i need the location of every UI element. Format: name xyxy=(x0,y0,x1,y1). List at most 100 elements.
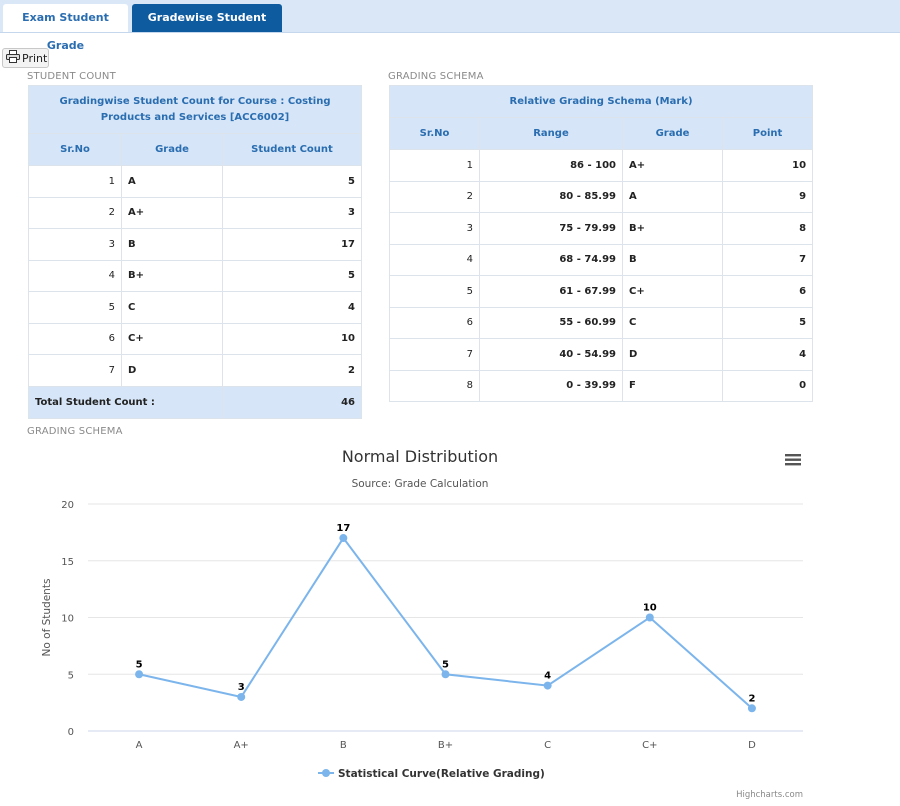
y-tick-label: 10 xyxy=(61,614,74,625)
total-row: Total Student Count : 46 xyxy=(28,385,363,419)
cell-range: 40 - 54.99 xyxy=(479,338,623,371)
cell-point: 9 xyxy=(721,180,814,213)
col-header-student-count: Student Count xyxy=(221,133,363,166)
y-tick-label: 5 xyxy=(68,670,74,681)
col-header-grade: Grade xyxy=(622,117,723,150)
data-point xyxy=(339,534,348,543)
cell-grade: D xyxy=(121,354,223,387)
cell-range: 80 - 85.99 xyxy=(479,180,623,213)
cell-srno: 2 xyxy=(28,196,122,229)
data-point xyxy=(441,670,450,679)
cell-count: 17 xyxy=(221,228,363,261)
cell-point: 7 xyxy=(721,243,814,276)
data-point xyxy=(645,613,654,622)
cell-point: 5 xyxy=(721,306,814,339)
cell-point: 8 xyxy=(721,212,814,245)
cell-range: 75 - 79.99 xyxy=(479,212,623,245)
table-row: 3 75 - 79.99 B+ 8 xyxy=(389,212,814,245)
col-header-range: Range xyxy=(479,117,623,150)
data-point xyxy=(135,670,144,679)
chart-legend[interactable]: Statistical Curve(Relative Grading) xyxy=(318,768,545,780)
col-header-srno: Sr.No xyxy=(28,133,122,166)
cell-grade: B xyxy=(622,243,723,276)
x-tick-label: A+ xyxy=(234,740,249,751)
cell-grade: C+ xyxy=(121,322,223,355)
print-button[interactable]: Print xyxy=(2,48,49,68)
normal-distribution-chart: Normal Distribution Source: Grade Calcul… xyxy=(0,440,900,802)
legend-marker xyxy=(322,769,330,777)
chart-section-label: GRADING SCHEMA xyxy=(27,426,123,437)
table-row: 7 40 - 54.99 D 4 xyxy=(389,338,814,371)
cell-srno: 5 xyxy=(28,291,122,324)
x-tick-label: C xyxy=(544,740,551,751)
table-row: 8 0 - 39.99 F 0 xyxy=(389,369,814,402)
tab-bar: Exam Student Grade Gradewise Student Cou… xyxy=(0,0,900,52)
cell-grade: C xyxy=(121,291,223,324)
col-header-point: Point xyxy=(721,117,814,150)
cell-srno: 1 xyxy=(28,165,122,198)
cell-count: 5 xyxy=(221,259,363,292)
student-count-table: Gradingwise Student Count for Course : C… xyxy=(27,85,363,419)
cell-srno: 3 xyxy=(389,212,480,245)
cell-grade: A+ xyxy=(121,196,223,229)
data-point xyxy=(543,681,552,690)
y-axis-label: No of Students xyxy=(41,579,53,657)
data-label: 5 xyxy=(442,659,449,670)
tab-gradewise-student-count[interactable]: Gradewise Student Count xyxy=(132,4,282,52)
hamburger-menu-icon[interactable] xyxy=(783,450,803,468)
cell-count: 3 xyxy=(221,196,363,229)
cell-count: 4 xyxy=(221,291,363,324)
table-row: 4 68 - 74.99 B 7 xyxy=(389,243,814,276)
cell-grade: A+ xyxy=(622,149,723,182)
print-label: Print xyxy=(22,51,48,65)
table-row: 1 86 - 100 A+ 10 xyxy=(389,149,814,182)
grading-schema-table-caption: Relative Grading Schema (Mark) xyxy=(388,85,814,118)
cell-point: 0 xyxy=(721,369,814,402)
cell-srno: 1 xyxy=(389,149,480,182)
cell-grade: D xyxy=(622,338,723,371)
table-row: 2 A+ 3 xyxy=(28,196,363,229)
data-label: 2 xyxy=(748,693,755,704)
data-label: 4 xyxy=(544,671,551,682)
table-row: 5 C 4 xyxy=(28,291,363,324)
cell-srno: 6 xyxy=(389,306,480,339)
cell-srno: 6 xyxy=(28,322,122,355)
table-row: 5 61 - 67.99 C+ 6 xyxy=(389,275,814,308)
cell-count: 2 xyxy=(221,354,363,387)
cell-grade: C+ xyxy=(622,275,723,308)
table-row: 1 A 5 xyxy=(28,165,363,198)
tab-exam-student-grade[interactable]: Exam Student Grade xyxy=(3,4,128,52)
data-point xyxy=(237,692,246,701)
cell-range: 0 - 39.99 xyxy=(479,369,623,402)
student-count-table-caption: Gradingwise Student Count for Course : C… xyxy=(27,85,363,134)
x-tick-label: A xyxy=(136,740,143,751)
cell-count: 5 xyxy=(221,165,363,198)
table-row: 2 80 - 85.99 A 9 xyxy=(389,180,814,213)
cell-srno: 4 xyxy=(389,243,480,276)
cell-range: 68 - 74.99 xyxy=(479,243,623,276)
table-row: 6 C+ 10 xyxy=(28,322,363,355)
table-row: 6 55 - 60.99 C 5 xyxy=(389,306,814,339)
y-tick-label: 15 xyxy=(61,557,74,568)
student-count-section-label: STUDENT COUNT xyxy=(27,71,116,82)
legend-label[interactable]: Statistical Curve(Relative Grading) xyxy=(338,768,545,780)
cell-grade: B+ xyxy=(121,259,223,292)
cell-srno: 3 xyxy=(28,228,122,261)
chart-series: 5 3 17 5 4 10 2 xyxy=(135,523,756,713)
cell-grade: B xyxy=(121,228,223,261)
cell-grade: A xyxy=(622,180,723,213)
x-axis-ticks: A A+ B B+ C C+ D xyxy=(136,740,756,751)
col-header-srno: Sr.No xyxy=(389,117,480,150)
cell-srno: 7 xyxy=(389,338,480,371)
cell-range: 55 - 60.99 xyxy=(479,306,623,339)
y-tick-label: 0 xyxy=(68,727,74,738)
table-row: 3 B 17 xyxy=(28,228,363,261)
data-point xyxy=(747,704,756,713)
cell-srno: 5 xyxy=(389,275,480,308)
data-label: 3 xyxy=(238,682,245,693)
chart-gridlines xyxy=(88,503,803,732)
x-tick-label: C+ xyxy=(642,740,657,751)
highcharts-credit[interactable]: Highcharts.com xyxy=(736,790,803,800)
y-axis-ticks: 0 5 10 15 20 xyxy=(61,500,74,738)
series-line xyxy=(138,536,753,710)
